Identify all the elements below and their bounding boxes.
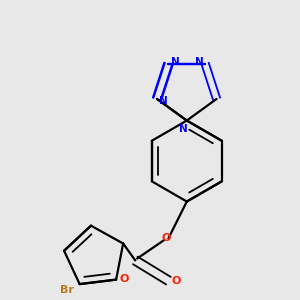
- Text: N: N: [195, 57, 204, 67]
- Text: O: O: [119, 274, 129, 284]
- Text: O: O: [171, 276, 181, 286]
- Text: Br: Br: [60, 285, 74, 295]
- Text: N: N: [159, 96, 168, 106]
- Text: N: N: [179, 124, 188, 134]
- Text: O: O: [162, 233, 171, 243]
- Text: N: N: [171, 57, 179, 67]
